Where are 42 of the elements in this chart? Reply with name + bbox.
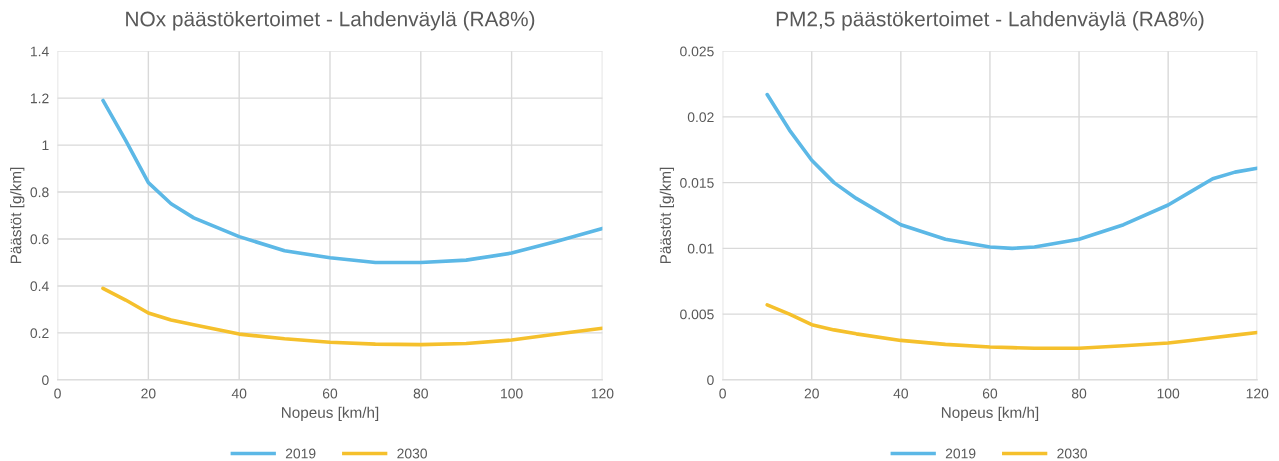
y-axis-title: Päästöt [g/km] (659, 167, 674, 264)
y-tick-label: 0.015 (680, 177, 714, 188)
y-tick-label: 1.2 (30, 93, 49, 104)
x-tick-label: 0 (54, 388, 61, 399)
x-axis-title: Nopeus [km/h] (281, 406, 379, 421)
x-tick-label: 40 (231, 388, 247, 399)
y-tick-label: 0.01 (687, 243, 714, 254)
chart-title: NOx päästökertoimet - Lahdenväylä (RA8%) (126, 11, 535, 31)
y-tick-label: 0.8 (30, 187, 49, 198)
y-axis-title: Päästöt [g/km] (10, 167, 25, 264)
y-tick-label: 1 (42, 140, 49, 151)
x-tick-label: 60 (982, 388, 998, 399)
x-tick-label: 80 (413, 388, 428, 399)
x-tick-label: 80 (1071, 388, 1087, 399)
x-tick-label: 0 (719, 388, 726, 399)
y-tick-label: 0 (707, 375, 714, 386)
y-tick-label: 1.4 (30, 46, 49, 57)
x-tick-label: 120 (1246, 388, 1269, 399)
y-tick-label: 0.6 (30, 234, 49, 245)
y-tick-label: 0.02 (687, 112, 714, 123)
line-series (765, 92, 1258, 251)
x-tick-label: 40 (893, 388, 909, 399)
legend-label: 2030 (1057, 448, 1087, 459)
y-tick-label: 0.2 (30, 328, 49, 339)
y-tick-label: 0.005 (680, 309, 714, 320)
y-tick-label: 0 (42, 375, 49, 386)
legend-label: 2019 (285, 448, 316, 459)
x-tick-label: 20 (141, 388, 156, 399)
legend-label: 2019 (945, 448, 976, 459)
line-series (101, 98, 603, 265)
y-tick-label: 0.025 (680, 46, 714, 57)
x-axis-title: Nopeus [km/h] (941, 406, 1039, 421)
line-series (101, 286, 603, 347)
x-tick-label: 100 (1157, 388, 1180, 399)
chart-title: PM2,5 päästökertoimet - Lahdenväylä (RA8%) (776, 11, 1204, 31)
line-series (765, 303, 1258, 351)
x-tick-label: 120 (591, 388, 614, 399)
legend-label: 2030 (397, 448, 427, 459)
x-tick-label: 60 (322, 388, 338, 399)
y-tick-label: 0.4 (30, 281, 49, 292)
x-tick-label: 20 (804, 388, 819, 399)
x-tick-label: 100 (501, 388, 523, 399)
